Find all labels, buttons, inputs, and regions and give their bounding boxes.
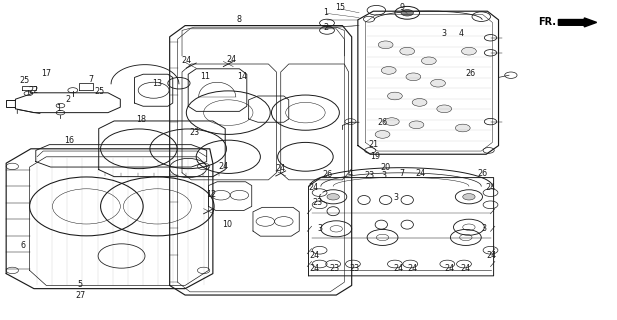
Text: 27: 27 [75,292,85,300]
Circle shape [463,194,475,200]
Text: 19: 19 [370,152,380,161]
Circle shape [330,262,336,266]
Text: 23: 23 [364,172,374,180]
Text: 5: 5 [78,280,83,289]
FancyArrow shape [558,18,597,27]
Text: 4: 4 [348,169,353,178]
Text: 23: 23 [350,264,360,273]
Text: 1: 1 [56,104,61,113]
Circle shape [317,262,323,266]
Text: 11: 11 [200,72,210,81]
Text: FR.: FR. [539,17,557,28]
Circle shape [461,262,467,266]
Text: 15: 15 [336,3,346,12]
Text: 3: 3 [381,172,386,180]
Text: 24: 24 [276,164,286,173]
Text: 24: 24 [310,252,320,260]
Circle shape [317,203,323,206]
Text: 26: 26 [465,69,475,78]
Circle shape [327,194,339,200]
Circle shape [462,47,476,55]
Text: 7: 7 [400,169,405,178]
Text: 24: 24 [486,183,495,192]
Circle shape [387,92,402,100]
Text: 24: 24 [226,55,236,64]
Text: 12: 12 [206,190,216,199]
Text: 23: 23 [313,198,323,207]
Text: 4: 4 [459,29,464,38]
Text: 24: 24 [461,264,471,273]
Circle shape [455,124,470,132]
Circle shape [487,191,494,194]
Circle shape [400,47,415,55]
Text: 24: 24 [310,264,320,273]
Circle shape [384,118,399,125]
Text: 24: 24 [181,56,191,65]
Text: 9: 9 [400,3,405,12]
Circle shape [437,105,452,113]
Text: 3: 3 [482,224,487,233]
Text: 22: 22 [29,86,39,95]
Circle shape [412,99,427,106]
Circle shape [350,262,356,266]
Circle shape [407,262,413,266]
Circle shape [431,79,445,87]
Circle shape [401,10,413,16]
Circle shape [392,262,398,266]
Text: 2: 2 [65,95,70,104]
Circle shape [317,191,323,194]
Text: 3: 3 [317,224,322,233]
Text: 24: 24 [218,162,228,171]
Circle shape [444,262,450,266]
Text: 17: 17 [41,69,51,78]
Text: 3: 3 [442,29,447,38]
Text: 1: 1 [323,8,328,17]
Text: 24: 24 [444,264,454,273]
Text: 24: 24 [393,264,403,273]
Text: 14: 14 [237,72,247,81]
Text: 24: 24 [416,169,426,178]
Circle shape [487,249,494,252]
Text: 21: 21 [368,140,378,149]
Text: 18: 18 [136,116,146,124]
Circle shape [406,73,421,81]
Circle shape [317,249,323,252]
Text: 24: 24 [407,264,417,273]
Text: 23: 23 [329,264,339,273]
Text: 3: 3 [394,193,399,202]
Circle shape [409,121,424,129]
Text: 26: 26 [378,118,387,127]
Text: 7: 7 [89,76,94,84]
Text: 6: 6 [21,241,26,250]
Circle shape [487,203,494,206]
Text: 8: 8 [237,15,242,24]
Text: 25: 25 [20,76,30,85]
Text: 25: 25 [95,87,105,96]
Text: 10: 10 [222,220,232,229]
Text: 2: 2 [323,23,328,32]
Text: 23: 23 [189,128,199,137]
Text: 13: 13 [152,79,162,88]
Text: 16: 16 [64,136,74,145]
Circle shape [421,57,436,65]
Text: 26: 26 [478,169,487,178]
Circle shape [378,41,393,49]
Circle shape [381,67,396,74]
Circle shape [375,131,390,138]
Text: 24: 24 [308,183,318,192]
Text: 26: 26 [322,170,332,179]
Text: 24: 24 [486,252,496,260]
Text: 20: 20 [381,164,391,172]
